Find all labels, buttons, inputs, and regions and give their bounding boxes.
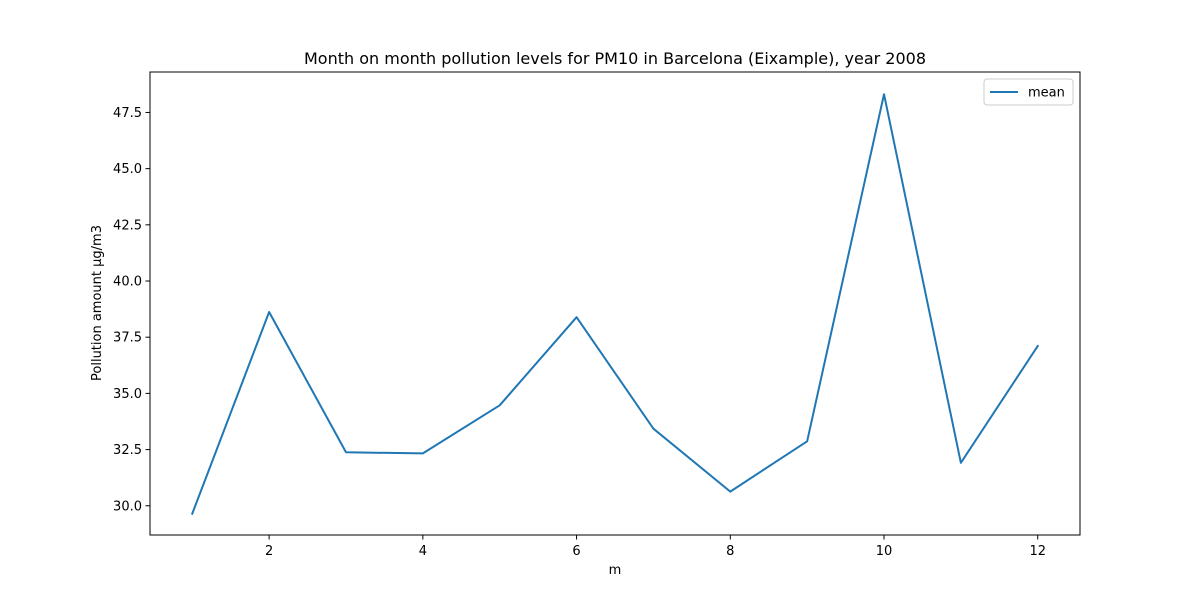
legend: mean <box>983 78 1074 106</box>
legend-label-mean: mean <box>1028 86 1065 101</box>
x-tick-label: 2 <box>265 544 273 559</box>
y-tick-label: 37.5 <box>113 331 142 346</box>
chart-title: Month on month pollution levels for PM10… <box>304 49 926 68</box>
x-tick-label: 8 <box>726 544 734 559</box>
y-tick-label: 35.0 <box>113 387 142 402</box>
x-tick-label: 12 <box>1029 544 1046 559</box>
y-tick-label: 42.5 <box>113 218 142 233</box>
series-line-mean <box>190 93 1040 515</box>
x-tick-label: 4 <box>419 544 427 559</box>
series-layer <box>190 93 1040 515</box>
x-tick-label: 6 <box>572 544 580 559</box>
legend-box <box>983 78 1074 106</box>
x-axis-label: m <box>609 563 622 578</box>
y-axis-ticks: 30.0 32.5 35.0 37.5 40.0 42.5 45.0 47.5 <box>113 106 150 514</box>
y-tick-label: 32.5 <box>113 443 142 458</box>
plot-area-frame <box>149 71 1081 536</box>
y-tick-label: 30.0 <box>113 499 142 514</box>
y-tick-label: 45.0 <box>113 162 142 177</box>
y-axis-label: Pollution amount µg/m3 <box>90 225 105 381</box>
y-tick-label: 47.5 <box>113 106 142 121</box>
y-tick-label: 40.0 <box>113 275 142 290</box>
x-axis-ticks: 2 4 6 8 10 12 <box>265 535 1046 559</box>
x-tick-label: 10 <box>876 544 893 559</box>
